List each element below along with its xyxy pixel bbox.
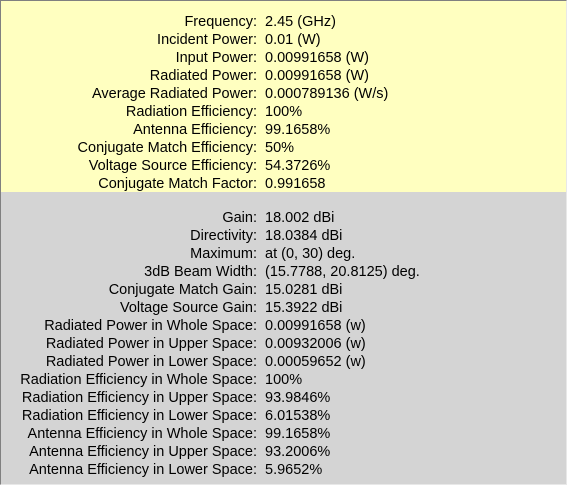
param-row-conjugate-match-efficiency: Conjugate Match Efficiency: 50% xyxy=(1,139,566,157)
param-value: 0.00991658 (W) xyxy=(265,50,369,66)
param-label: Conjugate Match Gain: xyxy=(108,282,257,298)
param-row-radiated-power-upper-space: Radiated Power in Upper Space: 0.0093200… xyxy=(1,335,566,353)
param-value: 18.002 dBi xyxy=(265,210,335,226)
param-label: Voltage Source Efficiency: xyxy=(88,158,257,174)
power-parameters-section: Frequency: 2.45 (GHz) Incident Power: 0.… xyxy=(1,1,566,192)
param-row-frequency: Frequency: 2.45 (GHz) xyxy=(1,13,566,31)
param-value: 100% xyxy=(265,104,303,120)
param-label: Incident Power: xyxy=(157,32,257,48)
param-value: 54.3726% xyxy=(265,158,331,174)
param-value: 5.9652% xyxy=(265,462,323,478)
param-label: Gain: xyxy=(222,210,257,226)
param-value: 99.1658% xyxy=(265,426,331,442)
param-row-average-radiated-power: Average Radiated Power: 0.000789136 (W/s… xyxy=(1,85,566,103)
param-label: Antenna Efficiency in Lower Space: xyxy=(29,462,257,478)
param-row-radiated-power: Radiated Power: 0.00991658 (W) xyxy=(1,67,566,85)
param-label: Antenna Efficiency in Upper Space: xyxy=(29,444,257,460)
gain-parameters-section: Gain: 18.002 dBi Directivity: 18.0384 dB… xyxy=(1,192,566,484)
param-row-conjugate-match-gain: Conjugate Match Gain: 15.0281 dBi xyxy=(1,281,566,299)
param-label: Average Radiated Power: xyxy=(92,86,257,102)
param-row-voltage-source-efficiency: Voltage Source Efficiency: 54.3726% xyxy=(1,157,566,175)
param-value: 0.000789136 (W/s) xyxy=(265,86,389,102)
param-label: Radiation Efficiency in Whole Space: xyxy=(20,372,257,388)
param-row-antenna-efficiency-upper-space: Antenna Efficiency in Upper Space: 93.20… xyxy=(1,443,566,461)
param-label: Antenna Efficiency in Whole Space: xyxy=(27,426,257,442)
param-label: Radiated Power in Whole Space: xyxy=(44,318,257,334)
param-label: Radiated Power in Lower Space: xyxy=(45,354,257,370)
param-row-input-power: Input Power: 0.00991658 (W) xyxy=(1,49,566,67)
param-row-directivity: Directivity: 18.0384 dBi xyxy=(1,227,566,245)
param-row-maximum: Maximum: at (0, 30) deg. xyxy=(1,245,566,263)
param-row-antenna-efficiency-lower-space: Antenna Efficiency in Lower Space: 5.965… xyxy=(1,461,566,479)
param-label: Antenna Efficiency: xyxy=(133,122,257,138)
param-label: 3dB Beam Width: xyxy=(144,264,257,280)
param-value: 0.00991658 (w) xyxy=(265,318,366,334)
param-label: Maximum: xyxy=(190,246,257,262)
param-value: 93.2006% xyxy=(265,444,331,460)
param-label: Radiation Efficiency in Upper Space: xyxy=(21,390,257,406)
param-row-antenna-efficiency-whole-space: Antenna Efficiency in Whole Space: 99.16… xyxy=(1,425,566,443)
param-label: Frequency: xyxy=(184,14,257,30)
param-value: 0.00991658 (W) xyxy=(265,68,369,84)
param-label: Conjugate Match Factor: xyxy=(98,176,257,192)
param-label: Directivity: xyxy=(190,228,257,244)
param-value: 50% xyxy=(265,140,295,156)
param-row-conjugate-match-factor: Conjugate Match Factor: 0.991658 xyxy=(1,175,566,193)
param-value: 0.991658 xyxy=(265,176,326,192)
param-row-radiation-efficiency-upper-space: Radiation Efficiency in Upper Space: 93.… xyxy=(1,389,566,407)
param-label: Conjugate Match Efficiency: xyxy=(77,140,257,156)
param-label: Input Power: xyxy=(175,50,257,66)
param-label: Voltage Source Gain: xyxy=(119,300,257,316)
param-row-radiation-efficiency-whole-space: Radiation Efficiency in Whole Space: 100… xyxy=(1,371,566,389)
param-value: 15.0281 dBi xyxy=(265,282,343,298)
param-value: 100% xyxy=(265,372,303,388)
param-row-radiated-power-lower-space: Radiated Power in Lower Space: 0.0005965… xyxy=(1,353,566,371)
param-value: 0.00932006 (w) xyxy=(265,336,366,352)
param-row-antenna-efficiency: Antenna Efficiency: 99.1658% xyxy=(1,121,566,139)
param-row-gain: Gain: 18.002 dBi xyxy=(1,209,566,227)
param-value: 99.1658% xyxy=(265,122,331,138)
param-value: at (0, 30) deg. xyxy=(265,246,356,262)
param-row-3db-beam-width: 3dB Beam Width: (15.7788, 20.8125) deg. xyxy=(1,263,566,281)
param-label: Radiated Power in Upper Space: xyxy=(45,336,257,352)
param-label: Radiated Power: xyxy=(149,68,257,84)
param-label: Radiation Efficiency: xyxy=(125,104,257,120)
param-value: 93.9846% xyxy=(265,390,331,406)
param-value: (15.7788, 20.8125) deg. xyxy=(265,264,420,280)
param-value: 2.45 (GHz) xyxy=(265,14,336,30)
param-label: Radiation Efficiency in Lower Space: xyxy=(21,408,257,424)
param-row-radiated-power-whole-space: Radiated Power in Whole Space: 0.0099165… xyxy=(1,317,566,335)
param-value: 6.01538% xyxy=(265,408,331,424)
param-row-incident-power: Incident Power: 0.01 (W) xyxy=(1,31,566,49)
param-row-radiation-efficiency-lower-space: Radiation Efficiency in Lower Space: 6.0… xyxy=(1,407,566,425)
param-row-radiation-efficiency: Radiation Efficiency: 100% xyxy=(1,103,566,121)
param-row-voltage-source-gain: Voltage Source Gain: 15.3922 dBi xyxy=(1,299,566,317)
param-value: 0.00059652 (w) xyxy=(265,354,366,370)
param-value: 18.0384 dBi xyxy=(265,228,343,244)
param-value: 0.01 (W) xyxy=(265,32,321,48)
param-value: 15.3922 dBi xyxy=(265,300,343,316)
